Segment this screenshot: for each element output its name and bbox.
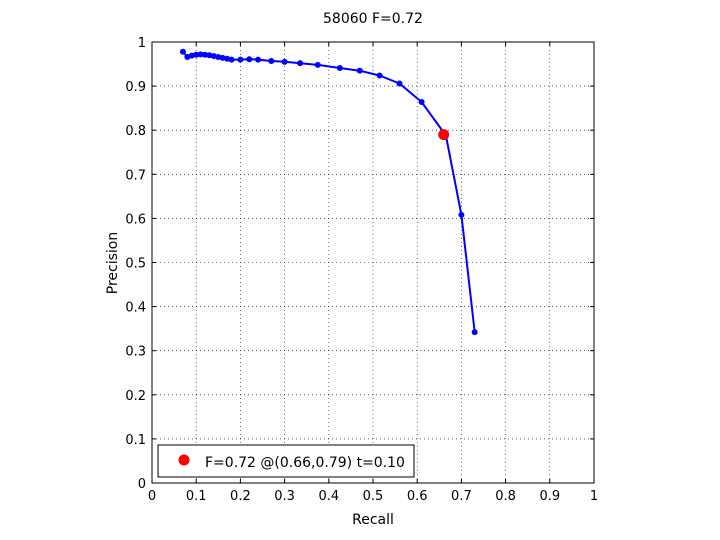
data-point <box>396 80 403 87</box>
axes-frame <box>151 41 595 484</box>
data-point <box>268 57 275 64</box>
data-point <box>336 65 343 72</box>
y-tick-label: 0.2 <box>125 389 146 404</box>
data-point <box>281 58 288 65</box>
y-tick-label: 0.6 <box>125 212 146 227</box>
y-axis-label: Precision <box>105 232 121 294</box>
best-f-point <box>438 129 450 141</box>
axis-ticks: 0 0.1 0.2 0.3 0.4 0.5 0.6 0.7 0.8 0.9 1 0 0.1 0.2 0.3 0… <box>125 36 598 504</box>
x-tick-label: 1 <box>590 489 598 504</box>
data-point <box>202 51 209 58</box>
data-point <box>376 72 383 79</box>
legend-marker <box>178 454 190 466</box>
legend: F=0.72 @(0.66,0.79) t=0.10 <box>157 444 415 478</box>
x-tick-label: 0.9 <box>539 489 560 504</box>
legend-label: F=0.72 @(0.66,0.79) t=0.10 <box>205 455 405 471</box>
data-point <box>246 56 253 63</box>
data-point <box>237 56 244 63</box>
x-tick-label: 0.5 <box>363 489 384 504</box>
x-tick-label: 0.1 <box>186 489 207 504</box>
x-tick-label: 0.4 <box>318 489 339 504</box>
x-tick-label: 0.7 <box>451 489 472 504</box>
data-point <box>458 211 465 218</box>
x-tick-label: 0 <box>148 489 156 504</box>
y-tick-label: 0.5 <box>125 257 146 272</box>
y-tick-label: 0.7 <box>125 168 146 183</box>
y-tick-label: 0 <box>138 477 146 492</box>
x-tick-label: 0.8 <box>495 489 516 504</box>
data-point <box>314 61 321 68</box>
y-tick-label: 0.1 <box>125 433 146 448</box>
x-tick-label: 0.2 <box>230 489 251 504</box>
grid-lines <box>152 42 594 483</box>
data-point <box>193 51 200 58</box>
chart-title: 58060 F=0.72 <box>323 11 423 27</box>
data-point <box>418 98 425 105</box>
data-point <box>356 67 363 74</box>
legend-box <box>157 444 415 478</box>
x-tick-label: 0.6 <box>407 489 428 504</box>
data-point <box>255 56 262 63</box>
y-tick-label: 0.4 <box>125 301 146 316</box>
x-axis-label: Recall <box>352 512 394 528</box>
y-tick-label: 0.3 <box>125 345 146 360</box>
data-point <box>179 48 186 55</box>
data-point <box>471 329 478 336</box>
y-tick-label: 0.8 <box>125 124 146 139</box>
data-point <box>297 60 304 67</box>
y-tick-label: 0.9 <box>125 80 146 95</box>
x-tick-label: 0.3 <box>274 489 295 504</box>
data-point <box>197 51 204 58</box>
series-layer <box>179 48 478 336</box>
y-tick-label: 1 <box>138 36 146 51</box>
data-point <box>228 56 235 63</box>
